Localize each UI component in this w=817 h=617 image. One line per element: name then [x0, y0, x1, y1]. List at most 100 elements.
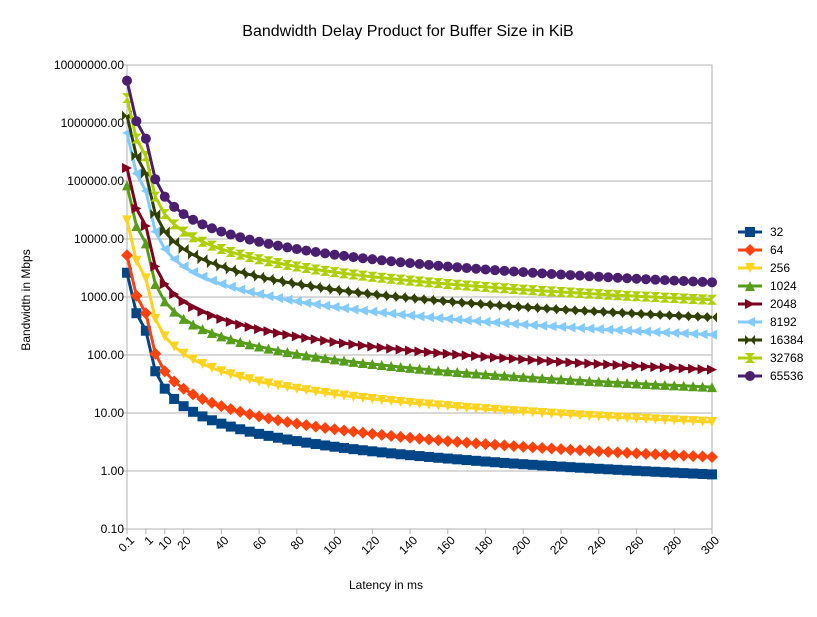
- data-point: [216, 278, 227, 289]
- x-tick-label: 1: [141, 533, 156, 548]
- x-tick-label: 20: [174, 533, 194, 553]
- data-point: [659, 379, 670, 390]
- data-point: [470, 437, 483, 450]
- data-point: [546, 268, 557, 279]
- data-point: [527, 407, 538, 418]
- data-point: [707, 382, 717, 393]
- chart-title: Bandwidth Delay Product for Buffer Size …: [242, 23, 573, 40]
- x-tick-label: 60: [250, 533, 270, 553]
- data-point: [301, 297, 312, 308]
- data-point: [301, 437, 312, 448]
- data-point: [499, 370, 510, 381]
- data-point: [310, 439, 321, 450]
- data-point: [537, 320, 548, 331]
- data-point: [584, 358, 595, 369]
- data-point: [254, 324, 265, 335]
- data-point: [688, 311, 699, 322]
- data-point: [527, 285, 538, 296]
- data-point: [441, 435, 454, 448]
- data-point: [291, 383, 302, 394]
- data-point: [320, 440, 331, 451]
- data-point: [150, 226, 161, 237]
- data-point: [461, 455, 472, 466]
- data-point: [565, 322, 576, 333]
- data-point: [357, 253, 368, 264]
- data-point: [263, 256, 274, 267]
- data-point: [678, 310, 689, 321]
- data-point: [592, 445, 605, 458]
- data-point: [546, 461, 557, 472]
- data-point: [376, 307, 387, 318]
- data-point: [367, 446, 378, 457]
- data-point: [225, 316, 236, 327]
- data-point: [348, 269, 359, 280]
- legend-label: 16384: [770, 333, 804, 347]
- data-point: [442, 278, 453, 289]
- data-point: [244, 286, 255, 297]
- data-point: [244, 269, 255, 280]
- data-point: [518, 371, 529, 382]
- data-point: [565, 287, 576, 298]
- data-point: [432, 434, 445, 447]
- data-point: [697, 311, 708, 322]
- data-point: [386, 291, 397, 302]
- data-point: [452, 279, 463, 290]
- legend-marker: [745, 353, 755, 363]
- data-point: [405, 293, 416, 304]
- series-8192: [122, 128, 717, 340]
- data-point: [367, 271, 378, 282]
- data-point: [442, 401, 453, 412]
- data-point: [612, 290, 623, 301]
- legend-label: 32: [770, 225, 784, 239]
- data-point: [461, 367, 472, 378]
- data-point: [603, 411, 614, 422]
- data-point: [310, 281, 321, 292]
- data-point: [414, 346, 425, 357]
- y-tick-label: 100.00: [87, 348, 124, 362]
- data-point: [405, 275, 416, 286]
- data-point: [206, 362, 217, 373]
- data-point: [508, 266, 519, 277]
- data-point: [282, 242, 293, 253]
- data-point: [216, 226, 227, 237]
- data-point: [508, 458, 519, 469]
- data-point: [159, 226, 170, 237]
- y-tick-label: 10000.00: [74, 232, 124, 246]
- data-point: [423, 364, 434, 375]
- data-point: [697, 416, 708, 427]
- data-point: [140, 133, 151, 144]
- data-point: [631, 291, 642, 302]
- data-point: [622, 465, 633, 476]
- data-point: [659, 467, 670, 478]
- data-point: [659, 292, 670, 303]
- data-point: [329, 267, 340, 278]
- data-point: [301, 245, 312, 256]
- data-point: [405, 362, 416, 373]
- data-point: [282, 277, 293, 288]
- y-tick-label: 1000.00: [81, 290, 125, 304]
- data-point: [281, 416, 294, 429]
- data-point: [707, 364, 717, 375]
- data-point: [414, 311, 425, 322]
- data-point: [433, 313, 444, 324]
- data-point: [688, 328, 699, 339]
- data-point: [150, 366, 161, 377]
- data-point: [499, 283, 510, 294]
- data-point: [527, 372, 538, 383]
- data-point: [536, 441, 549, 454]
- data-point: [140, 325, 151, 336]
- data-point: [537, 355, 548, 366]
- data-point: [169, 306, 180, 317]
- data-point: [499, 318, 510, 329]
- data-point: [574, 410, 585, 421]
- data-point: [622, 378, 633, 389]
- legend-label: 2048: [770, 297, 797, 311]
- data-point: [235, 232, 246, 243]
- data-point: [603, 307, 614, 318]
- data-point: [178, 244, 189, 255]
- data-point: [339, 355, 350, 366]
- data-point: [244, 426, 255, 437]
- data-point: [405, 450, 416, 461]
- data-point: [367, 289, 378, 300]
